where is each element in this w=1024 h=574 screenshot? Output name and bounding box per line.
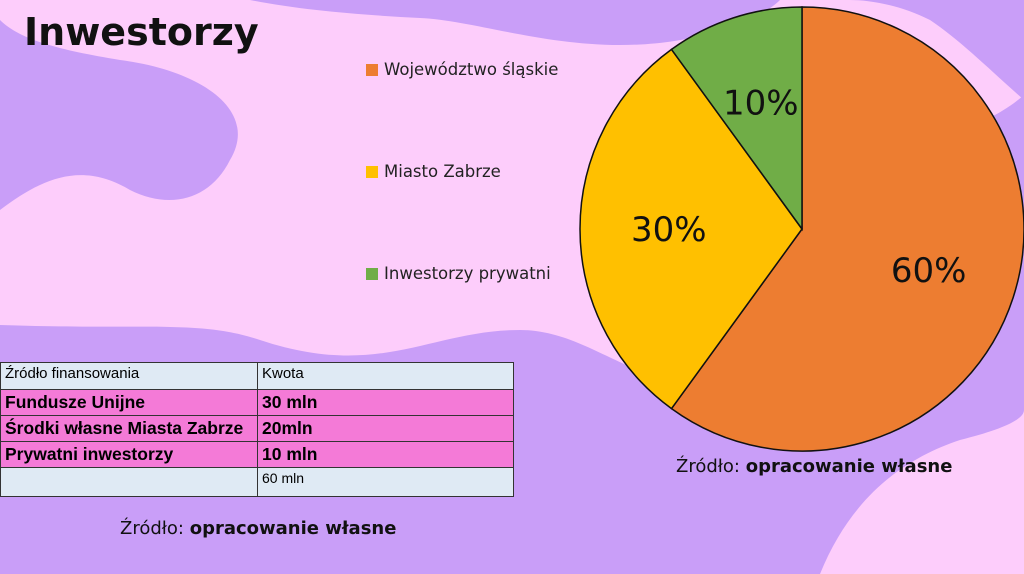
pie-data-label: 10%: [723, 83, 799, 123]
chart-legend: Województwo śląskie Miasto Zabrze Inwest…: [366, 60, 596, 290]
header-cell-amount: Kwota: [257, 362, 514, 390]
cell-total-label: [0, 467, 258, 497]
pie-data-label: 30%: [631, 210, 707, 250]
cell-amount: 20mln: [257, 415, 514, 442]
pie-slice-3: [670, 6, 803, 232]
pink-blob-bottom-right: [820, 410, 1024, 574]
table-source: Źródło: opracowanie własne: [120, 518, 396, 539]
legend-swatch-orange: [366, 63, 378, 76]
pie-slice-2: [579, 48, 803, 410]
source-value: opracowanie własne: [189, 518, 397, 539]
legend-label: Miasto Zabrze: [384, 162, 501, 181]
legend-item-miasto: Miasto Zabrze: [366, 162, 501, 181]
pie-slice-1: [670, 6, 1024, 452]
table-row: Środki własne Miasta Zabrze 20mln: [0, 415, 514, 442]
legend-item-wojewodztwo: Województwo śląskie: [366, 60, 558, 79]
cell-total-amount: 60 mln: [257, 467, 514, 497]
pie-data-label: 60%: [891, 251, 967, 291]
cell-source: Środki własne Miasta Zabrze: [0, 415, 258, 442]
chart-source: Źródło: opracowanie własne: [676, 456, 952, 477]
table-row: Prywatni inwestorzy 10 mln: [0, 441, 514, 468]
legend-item-inwestorzy: Inwestorzy prywatni: [366, 264, 551, 283]
cell-amount: 10 mln: [257, 441, 514, 468]
source-label: Źródło:: [120, 518, 184, 539]
table-row: Fundusze Unijne 30 mln: [0, 389, 514, 416]
financing-table: Źródło finansowania Kwota Fundusze Unijn…: [0, 362, 514, 497]
pie-chart: 60% 30% 10%: [579, 6, 1024, 452]
header-cell-source: Źródło finansowania: [0, 362, 258, 390]
legend-swatch-green: [366, 267, 378, 280]
legend-swatch-yellow: [366, 165, 378, 178]
purple-blob-right: [850, 0, 1024, 100]
slide-title: Inwestorzy: [24, 10, 259, 54]
table-total-row: 60 mln: [0, 467, 514, 497]
source-label: Źródło:: [676, 456, 740, 477]
legend-label: Inwestorzy prywatni: [384, 264, 551, 283]
legend-label: Województwo śląskie: [384, 60, 559, 79]
purple-blob-top: [250, 0, 780, 45]
table-header-row: Źródło finansowania Kwota: [0, 362, 514, 390]
source-value: opracowanie własne: [745, 456, 953, 477]
cell-source: Fundusze Unijne: [0, 389, 258, 416]
cell-amount: 30 mln: [257, 389, 514, 416]
cell-source: Prywatni inwestorzy: [0, 441, 258, 468]
